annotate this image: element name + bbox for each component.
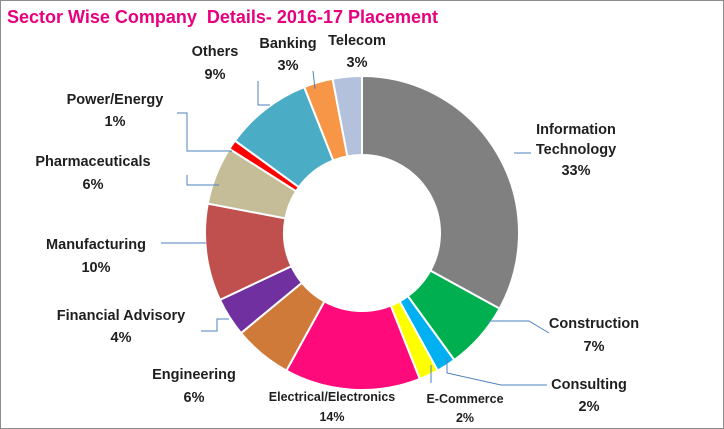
leader-line-pharmaceuticals	[186, 175, 219, 186]
chart-title: Sector Wise Company Details- 2016-17 Pla…	[7, 7, 439, 27]
category-label-information-technology: Information	[536, 122, 616, 138]
data-label-banking: 3%	[278, 58, 299, 74]
data-label-pharmaceuticals: 6%	[83, 177, 104, 193]
leader-line-others	[257, 81, 270, 106]
category-label-construction: Construction	[549, 316, 639, 332]
data-label-consulting: 2%	[579, 399, 600, 415]
data-label-electrical-electronics: 14%	[319, 410, 344, 424]
slice-information-technology	[361, 74, 520, 310]
category-label-others: Others	[192, 44, 239, 60]
slice-telecom	[331, 74, 363, 158]
data-label-engineering: 6%	[184, 390, 205, 406]
data-label-information-technology: 33%	[561, 163, 590, 179]
data-label-power-energy: 1%	[105, 114, 126, 130]
data-label-construction: 7%	[584, 339, 605, 355]
category-label-manufacturing: Manufacturing	[46, 237, 146, 253]
data-label-telecom: 3%	[347, 55, 368, 71]
leader-line-consulting	[446, 357, 547, 386]
category-label-engineering: Engineering	[152, 367, 236, 383]
category-label-power-energy: Power/Energy	[67, 92, 164, 108]
data-label-others: 9%	[205, 67, 226, 83]
leader-line-financial-advisory	[201, 318, 229, 332]
category-label-pharmaceuticals: Pharmaceuticals	[35, 154, 150, 170]
leader-line-banking	[312, 70, 316, 90]
category-label-telecom: Telecom	[328, 33, 386, 49]
leader-line-power-energy	[177, 112, 232, 152]
category-label-banking: Banking	[259, 36, 316, 52]
data-label-e-commerce: 2%	[456, 411, 474, 425]
category-label-information-technology: Technology	[536, 142, 616, 158]
leader-line-construction	[487, 320, 550, 334]
category-label-financial-advisory: Financial Advisory	[57, 308, 185, 324]
category-label-consulting: Consulting	[551, 377, 627, 393]
data-label-manufacturing: 10%	[81, 260, 110, 276]
data-label-financial-advisory: 4%	[111, 330, 132, 346]
category-label-electrical-electronics: Electrical/Electronics	[269, 390, 396, 404]
category-label-e-commerce: E-Commerce	[426, 392, 503, 406]
